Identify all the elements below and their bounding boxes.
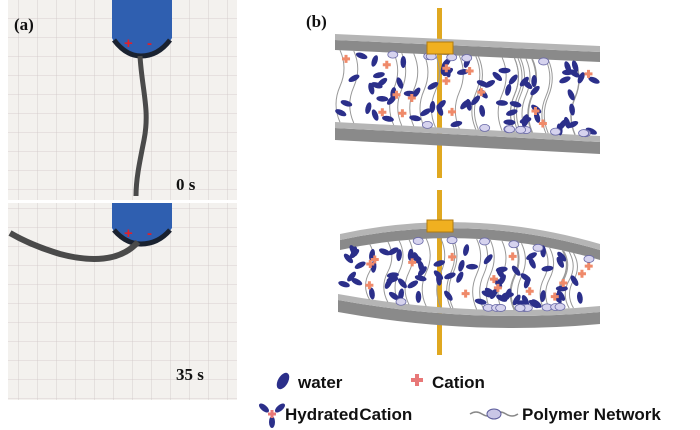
minus-sign: - [147,225,152,242]
plus-sign: + [124,225,133,242]
cation [383,61,391,69]
polymer-node [516,126,526,133]
water [354,260,367,271]
water [347,73,360,84]
water [406,279,419,290]
water [340,99,353,108]
polymer-node [555,303,565,310]
polymer-node [447,237,457,244]
polymer-node [551,128,561,135]
cation [578,270,586,278]
polymer-node [533,244,543,251]
water [482,253,494,266]
cation [462,290,470,298]
polymer-node [579,130,589,137]
polymer-node [480,238,490,245]
polymer-node [505,126,515,133]
cation [398,109,406,117]
polymer-chain [455,56,463,129]
water [503,119,515,125]
polymer-node [480,124,490,131]
clip [112,0,172,58]
cation [526,287,534,295]
water [416,291,422,303]
water [457,259,466,272]
water [474,298,487,306]
water [462,244,470,257]
polymer-node [447,54,457,61]
cation [585,262,593,270]
polymer-node [515,304,525,311]
water [499,68,511,74]
water [541,265,554,272]
water [376,96,388,102]
polymer-node [388,51,398,58]
panel-label: (a) [14,15,34,34]
figure: + - + - (a) 0 s 35 s (b) wat [0,0,700,430]
polymer-node [539,58,549,65]
cation [509,252,517,260]
water [569,103,576,116]
panel-label: (b) [306,12,327,31]
water [569,274,580,287]
polymer-node [422,121,432,128]
time-label: 0 s [176,175,196,194]
clip [112,203,172,246]
water [455,271,465,284]
polymer-node [462,54,472,61]
polymer-node [509,241,519,248]
polymer-chain [546,248,554,309]
legend: water Cation Hydrated Cation Polymer Net… [257,371,661,428]
water [466,264,478,270]
polymer-node [396,298,406,305]
time-label: 35 s [176,365,204,384]
schematic [334,8,601,355]
polymer-chain [350,51,358,123]
water [372,71,385,79]
cation [466,67,474,75]
legend-label: water [297,373,343,392]
water [510,264,522,277]
polymer-node [584,255,594,262]
cation [378,108,386,116]
cation [448,108,456,116]
plus-sign: + [124,35,133,52]
water [370,54,379,67]
water [496,100,508,106]
water [443,271,456,280]
polymer-node [413,237,423,244]
legend-label: Cation [432,373,485,392]
water [558,75,571,85]
legend-label: Polymer Network [522,405,661,424]
water [576,291,583,304]
cation [584,70,592,78]
cation [442,77,450,85]
legend-label: Hydrated Cation [285,405,412,424]
water [364,102,372,115]
water [370,108,379,121]
minus-sign: - [147,35,152,52]
polymer-node [496,304,506,311]
water [478,105,486,118]
